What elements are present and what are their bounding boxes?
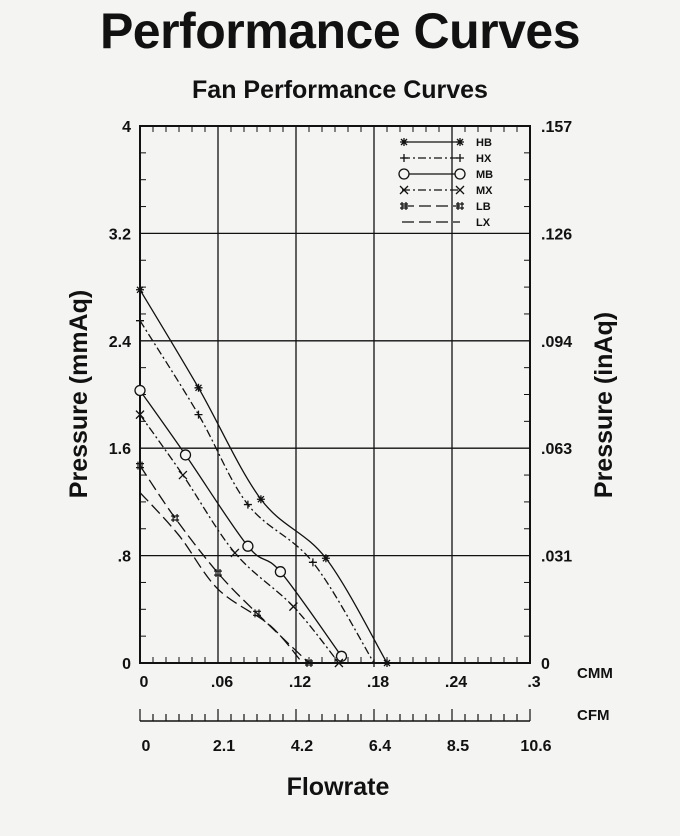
cfm-tick-label: 4.2 [291, 738, 313, 755]
y-tick-label-left: 4 [122, 119, 131, 136]
x-tick-label: .06 [211, 674, 233, 691]
legend-marker-mx [399, 185, 409, 195]
y-tick-label-left: 0 [122, 656, 131, 673]
cfm-tick-label: 2.1 [213, 738, 235, 755]
legend-marker-mx [455, 185, 465, 195]
data-point-mx [178, 470, 188, 480]
data-point-lb [214, 569, 222, 578]
y-tick-label-left: 1.6 [109, 441, 131, 458]
y-tick-label-right: .063 [541, 441, 572, 458]
legend-label-hx: HX [476, 153, 492, 165]
y-tick-label-left: 3.2 [109, 226, 131, 243]
y-tick-label-left: .8 [118, 549, 131, 566]
series-line-lx [139, 492, 303, 664]
legend-marker-mb [454, 168, 466, 180]
y-tick-label-right: .031 [541, 549, 572, 566]
page-title: Performance Curves [99, 3, 581, 59]
x-tick-label: .18 [367, 674, 389, 691]
legend-label-lb: LB [476, 201, 491, 213]
legend-label-hb: HB [476, 137, 492, 149]
series-line-lb [139, 465, 310, 664]
data-point-lb [305, 659, 313, 667]
cfm-tick-label: 8.5 [447, 738, 469, 755]
data-point-mx [230, 548, 240, 558]
legend-marker-mb [398, 168, 410, 180]
cfm-tick-label: 6.4 [369, 738, 391, 755]
legend-label-mb: MB [476, 169, 493, 181]
data-point-hx [308, 558, 317, 567]
legend-marker-lb [456, 202, 464, 210]
series-line-hb [139, 289, 388, 664]
data-point-hb [136, 285, 144, 294]
cfm-tick-label: 10.6 [520, 738, 551, 755]
legend-marker-hx [400, 154, 408, 162]
x-unit-primary: CMM [577, 665, 613, 682]
y-axis-title-left: Pressure (mmAq) [65, 290, 93, 498]
data-point-hb [194, 383, 203, 392]
y-tick-label-right: .126 [541, 226, 572, 243]
legend-label-mx: MX [476, 185, 493, 197]
y-axis-title-right: Pressure (inAq) [590, 312, 618, 498]
series-line-mx [139, 414, 340, 664]
data-point-lb [171, 514, 180, 523]
data-point-hb [321, 554, 330, 563]
x-axis-title: Flowrate [287, 773, 390, 801]
chart-title: Fan Performance Curves [192, 76, 488, 104]
series-line-mb [139, 390, 343, 657]
data-point-mb [134, 384, 146, 397]
data-point-hx [370, 659, 378, 667]
x-tick-label: .12 [289, 674, 311, 691]
data-point-mx [288, 602, 298, 612]
x-tick-label: .3 [527, 674, 540, 691]
y-tick-label-right: .157 [541, 119, 572, 136]
cfm-tick-label: 0 [142, 738, 151, 755]
data-point-hx [243, 500, 252, 509]
data-point-mb [242, 540, 254, 552]
data-point-hb [256, 495, 265, 504]
x-tick-label: 0 [140, 674, 149, 691]
data-point-hx [194, 410, 203, 419]
y-tick-label-right: .094 [541, 334, 572, 351]
data-point-hx [136, 316, 144, 325]
data-point-mb [179, 449, 192, 461]
data-point-mx [334, 658, 344, 668]
plot-frame [139, 125, 531, 664]
data-point-hb [383, 659, 391, 667]
legend-marker-hb [456, 138, 464, 146]
x-tick-label: .24 [445, 674, 467, 691]
y-tick-label-left: 2.4 [109, 334, 131, 351]
legend-marker-lb [400, 202, 408, 210]
x-unit-secondary: CFM [577, 707, 610, 724]
data-point-mx [135, 410, 145, 420]
legend-marker-hx [456, 154, 464, 162]
data-point-mb [274, 566, 287, 578]
y-tick-label-right: 0 [541, 656, 550, 673]
data-point-lb [136, 461, 144, 470]
legend-marker-hb [400, 138, 408, 146]
legend-label-lx: LX [476, 217, 491, 229]
